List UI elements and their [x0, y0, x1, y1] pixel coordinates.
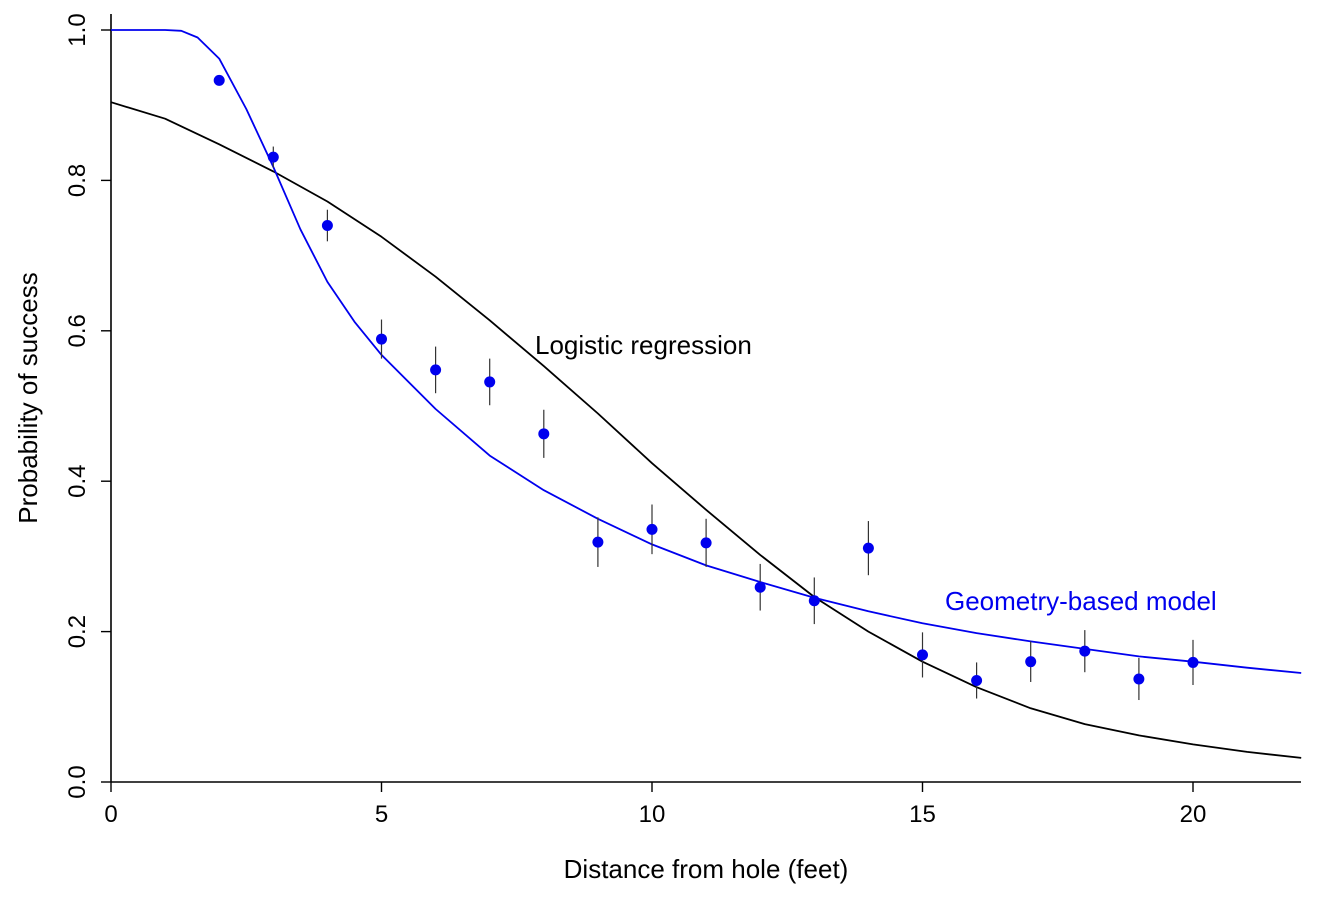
- x-tick-label: 5: [375, 801, 388, 828]
- y-ticks: 0.0 0.2 0.4 0.6 0.8 1.0: [64, 13, 111, 798]
- data-point: [214, 75, 225, 86]
- y-tick-label: 1.0: [64, 13, 91, 46]
- logistic-curve-label: Logistic regression: [535, 330, 752, 360]
- x-ticks: 0 5 10 15 20: [104, 782, 1206, 828]
- data-point: [863, 543, 874, 554]
- y-tick-label: 0.4: [64, 465, 91, 498]
- axes: [111, 14, 1301, 782]
- data-point: [1133, 673, 1144, 684]
- x-tick-label: 0: [104, 801, 117, 828]
- data-point: [917, 649, 928, 660]
- data-point: [430, 364, 441, 375]
- data-point: [376, 334, 387, 345]
- data-point: [592, 537, 603, 548]
- y-tick-label: 0.8: [64, 164, 91, 197]
- y-axis-title: Probability of success: [13, 272, 43, 523]
- x-tick-label: 20: [1180, 801, 1207, 828]
- x-tick-label: 15: [909, 801, 936, 828]
- data-point: [268, 152, 279, 163]
- data-point: [1188, 657, 1199, 668]
- data-point: [647, 524, 658, 535]
- curves: [111, 30, 1301, 758]
- data-point: [701, 537, 712, 548]
- data-point: [1079, 646, 1090, 657]
- y-tick-label: 0.2: [64, 615, 91, 648]
- y-tick-label: 0.6: [64, 314, 91, 347]
- data-point: [755, 582, 766, 593]
- data-point: [1025, 656, 1036, 667]
- y-tick-label: 0.0: [64, 765, 91, 798]
- data-point: [971, 675, 982, 686]
- logistic-regression-curve: [111, 102, 1301, 758]
- data-point: [484, 376, 495, 387]
- geometry-curve-label: Geometry-based model: [945, 586, 1217, 616]
- x-tick-label: 10: [639, 801, 666, 828]
- data-point: [809, 595, 820, 606]
- data-point: [538, 428, 549, 439]
- data-point: [322, 220, 333, 231]
- x-axis-title: Distance from hole (feet): [564, 854, 849, 884]
